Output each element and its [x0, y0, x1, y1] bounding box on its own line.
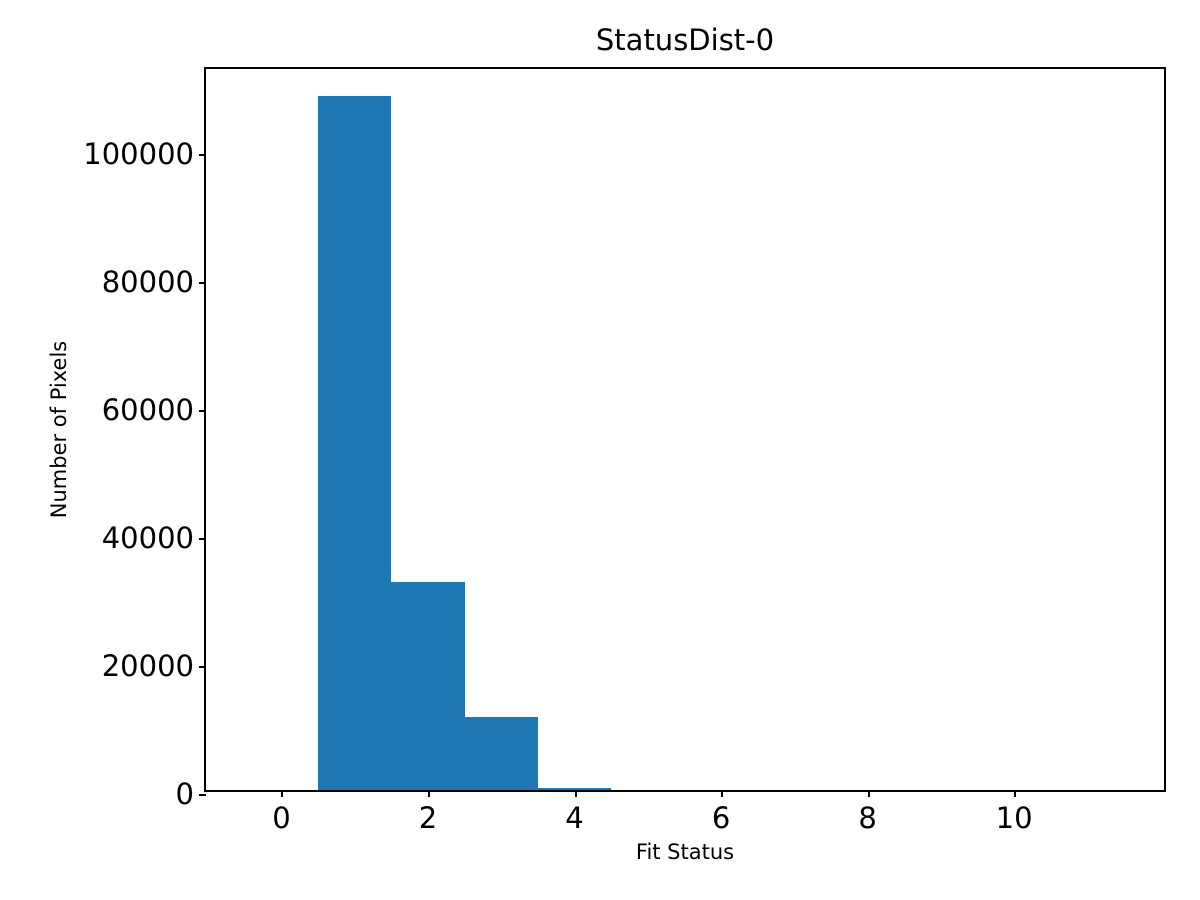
histogram-bar: [318, 95, 392, 790]
y-tick-mark: [199, 409, 206, 412]
x-axis-label: Fit Status: [635, 840, 735, 864]
y-tick-mark: [199, 281, 206, 284]
x-tick-label: 4: [565, 801, 584, 835]
x-tick-label: 6: [711, 801, 731, 835]
plot-axes: 0 20000 40000 60000 80000 100000 0 2 4 6 8 10: [83, 67, 1166, 835]
y-tick-label: 40000: [101, 520, 194, 555]
x-tick-mark: [721, 790, 724, 797]
x-tick-label: 10: [995, 801, 1033, 835]
y-tick-label: 80000: [101, 264, 194, 299]
chart-title: StatusDist-0: [595, 23, 775, 57]
y-tick-label: 60000: [101, 392, 194, 427]
y-tick-mark: [199, 665, 206, 668]
x-tick-label: 2: [418, 801, 438, 835]
x-tick-mark: [428, 790, 430, 797]
histogram-bar: [391, 582, 465, 790]
y-tick-mark: [199, 153, 206, 156]
plot-area: [206, 69, 1164, 790]
y-tick-label: 100000: [83, 136, 194, 171]
x-tick-mark: [574, 790, 577, 797]
y-tick-label: 0: [175, 777, 194, 811]
x-tick-label: 0: [272, 801, 291, 835]
x-tick-mark: [867, 790, 870, 797]
y-tick-mark: [199, 794, 206, 796]
histogram-bar: [537, 788, 612, 790]
y-tick-label: 20000: [101, 648, 194, 683]
x-tick-mark: [1014, 790, 1017, 797]
histogram-bar: [464, 717, 538, 790]
y-axis-label: Number of Pixels: [47, 340, 71, 519]
y-tick-mark: [199, 537, 206, 540]
x-tick-mark: [281, 790, 284, 797]
x-tick-label: 8: [858, 801, 877, 835]
